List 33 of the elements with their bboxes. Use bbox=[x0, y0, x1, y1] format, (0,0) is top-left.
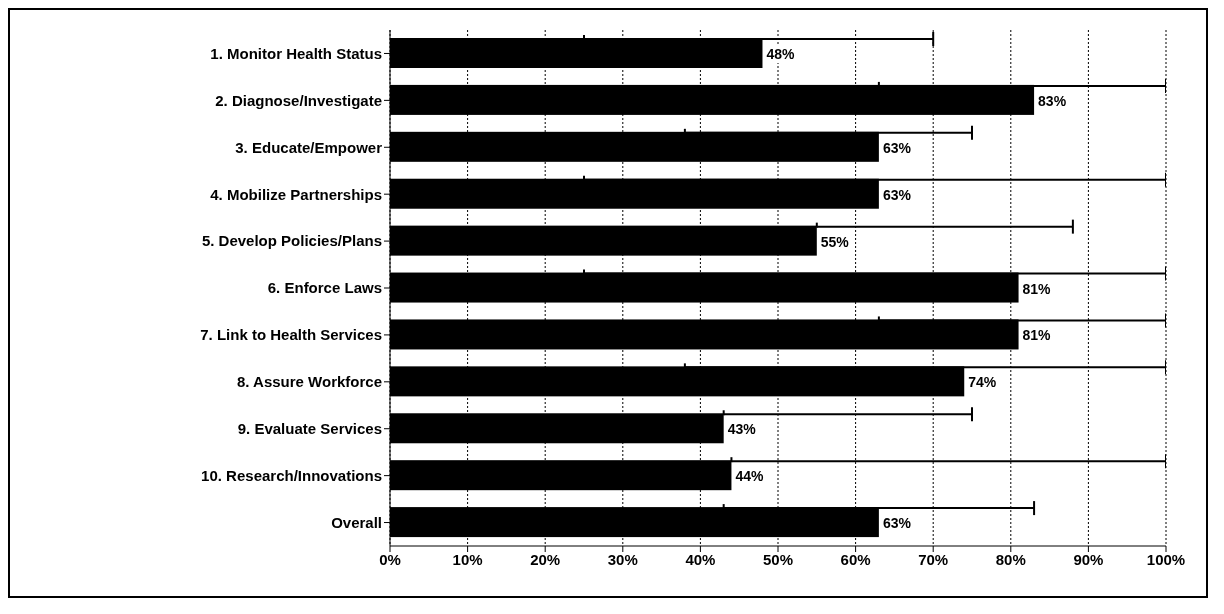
y-tick-label: 7. Link to Health Services bbox=[200, 326, 382, 344]
y-tick-label: 5. Develop Policies/Plans bbox=[201, 232, 382, 250]
data-label: 48% bbox=[766, 46, 796, 62]
data-label: 81% bbox=[1022, 280, 1052, 297]
y-tick-label: 1. Monitor Health Status bbox=[210, 44, 382, 62]
data-label: 81% bbox=[1022, 327, 1052, 344]
x-tick-label: 40% bbox=[685, 550, 716, 568]
x-tick-label: 30% bbox=[607, 550, 638, 568]
x-tick-label: 50% bbox=[762, 550, 794, 568]
y-tick-label: 10. Research/Innovations bbox=[201, 466, 382, 484]
x-tick-label: 20% bbox=[530, 550, 561, 568]
data-label: 74% bbox=[968, 374, 997, 391]
data-label: 43% bbox=[727, 421, 757, 438]
y-tick-label: 4. Mobilize Partnerships bbox=[210, 185, 382, 203]
data-label: 83% bbox=[1038, 92, 1067, 109]
x-tick-label: 90% bbox=[1073, 550, 1104, 568]
x-tick-label: 0% bbox=[379, 550, 401, 568]
data-label: 63% bbox=[882, 186, 912, 203]
y-tick-label: 8. Assure Workforce bbox=[236, 373, 382, 391]
x-tick-label: 10% bbox=[452, 550, 483, 568]
y-tick-label: 3. Educate/Empower bbox=[235, 138, 383, 156]
x-tick-label: 60% bbox=[840, 550, 871, 568]
data-label: 63% bbox=[882, 515, 912, 532]
y-tick-label: Overall bbox=[331, 513, 382, 531]
data-label: 44% bbox=[735, 468, 765, 485]
x-tick-label: 70% bbox=[918, 550, 949, 568]
data-label: 63% bbox=[882, 139, 912, 156]
x-tick-label: 80% bbox=[995, 550, 1026, 568]
y-tick-label: 9. Evaluate Services bbox=[237, 420, 382, 438]
y-tick-label: 6. Enforce Laws bbox=[267, 279, 382, 297]
data-label: 55% bbox=[820, 233, 850, 250]
x-tick-label: 100% bbox=[1146, 550, 1186, 568]
y-tick-label: 2. Diagnose/Investigate bbox=[215, 91, 382, 109]
